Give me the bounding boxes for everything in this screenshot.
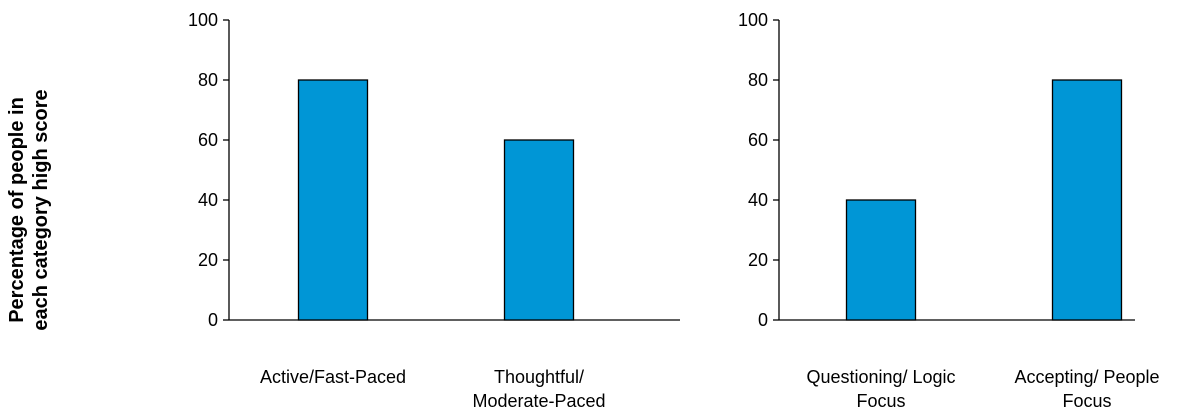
bar [845, 199, 917, 321]
y-tick-label: 60 [198, 130, 218, 150]
y-axis-title-line-1: Percentage of people in [6, 97, 28, 323]
bar [503, 139, 575, 321]
y-tick-label: 0 [208, 310, 218, 330]
chart-panel-1: 0 20 40 60 80 100 Active/Fast-Paced Thoughtful/… [188, 10, 680, 411]
x-category-label: Accepting/ People [1014, 367, 1159, 387]
x-category-label: Active/Fast-Paced [260, 367, 406, 387]
y-tick-label: 100 [188, 10, 218, 30]
y-tick-label: 80 [748, 70, 768, 90]
x-category-label: Focus [856, 391, 905, 411]
y-tick-label: 80 [198, 70, 218, 90]
y-tick-label: 0 [758, 310, 768, 330]
chart-panel-2: 0 20 40 60 80 100 Questioning/ Logic Focus Accep… [738, 10, 1160, 411]
y-tick-label: 40 [748, 190, 768, 210]
y-tick-label: 20 [198, 250, 218, 270]
x-category-label: Moderate-Paced [472, 391, 605, 411]
x-category-label: Questioning/ Logic [806, 367, 955, 387]
y-tick-label: 20 [748, 250, 768, 270]
bar [297, 79, 369, 321]
y-axis-title-line-2: each category high score [30, 89, 52, 330]
x-category-label: Focus [1062, 391, 1111, 411]
y-axis-title: Percentage of people in each category hi… [6, 89, 52, 330]
y-tick-label: 100 [738, 10, 768, 30]
y-tick-label: 60 [748, 130, 768, 150]
x-category-label: Thoughtful/ [494, 367, 584, 387]
bar [1051, 79, 1123, 321]
y-tick-label: 40 [198, 190, 218, 210]
